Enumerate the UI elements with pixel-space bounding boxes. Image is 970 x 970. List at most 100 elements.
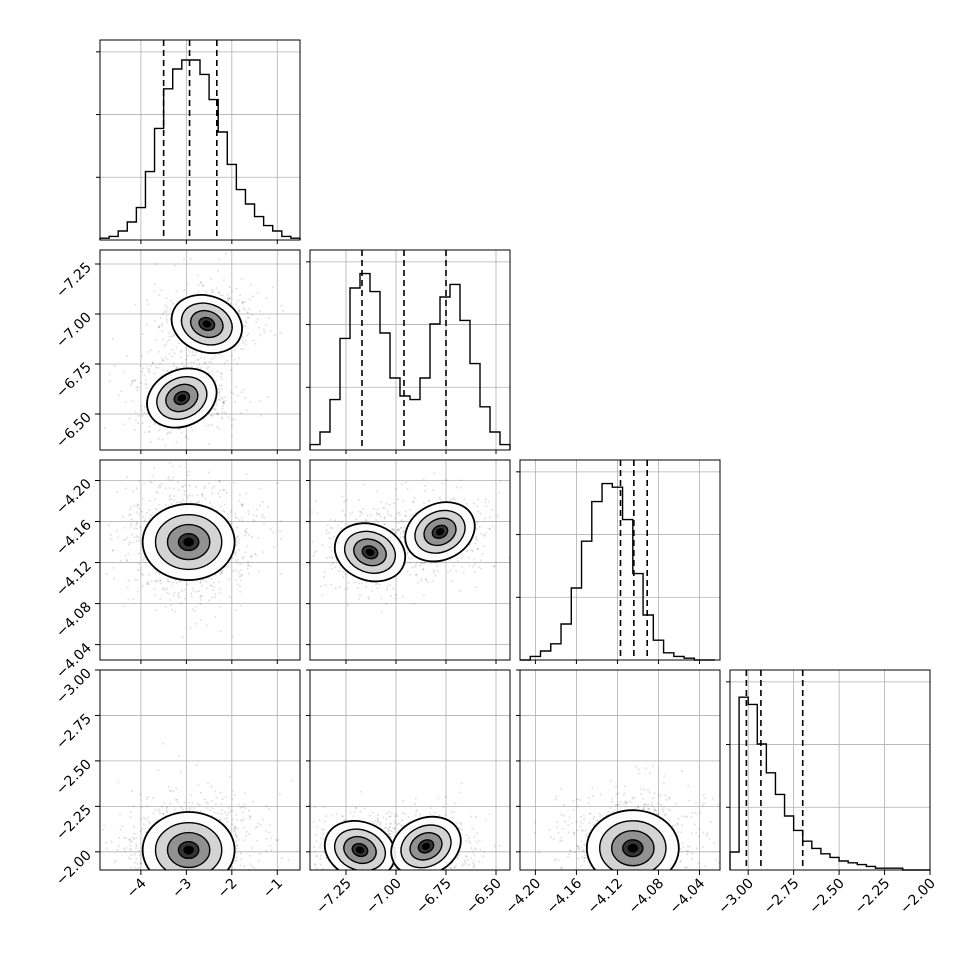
- scatter-point: [136, 505, 139, 508]
- scatter-point: [572, 809, 575, 811]
- scatter-point: [389, 835, 392, 838]
- scatter-point: [664, 881, 666, 883]
- scatter-point: [173, 264, 176, 267]
- contour-level: [202, 320, 212, 328]
- scatter-point: [220, 373, 223, 376]
- scatter-point: [111, 337, 114, 340]
- scatter-point: [360, 790, 362, 793]
- scatter-point: [442, 806, 445, 809]
- scatter-point: [167, 476, 170, 478]
- scatter-point: [432, 569, 435, 572]
- scatter-point: [344, 819, 347, 822]
- scatter-point: [211, 414, 214, 417]
- scatter-point: [265, 837, 268, 840]
- scatter-point: [227, 812, 230, 815]
- scatter-point: [201, 888, 203, 890]
- scatter-point: [272, 872, 274, 874]
- scatter-point: [150, 481, 153, 484]
- scatter-point: [249, 863, 252, 866]
- scatter-point: [214, 803, 217, 806]
- scatter-point: [384, 823, 387, 826]
- scatter-point: [370, 872, 372, 874]
- panel-frame: [309, 459, 511, 661]
- scatter-point: [134, 410, 137, 413]
- scatter-point: [444, 796, 447, 798]
- scatter-point: [255, 825, 258, 828]
- scatter-point: [328, 531, 331, 534]
- scatter-point: [184, 358, 187, 361]
- scatter-point: [165, 884, 167, 886]
- scatter-point: [658, 813, 660, 816]
- scatter-point: [475, 840, 478, 843]
- scatter-point: [237, 535, 240, 538]
- scatter-point: [139, 793, 142, 796]
- scatter-point: [374, 877, 376, 879]
- scatter-point: [166, 433, 168, 436]
- scatter-point: [322, 833, 325, 836]
- scatter-point: [188, 808, 191, 811]
- scatter-point: [262, 818, 265, 821]
- scatter-point: [632, 889, 634, 891]
- panel-hist-3: [729, 669, 931, 871]
- scatter-point: [338, 570, 341, 573]
- scatter-point: [248, 298, 251, 301]
- scatter-point: [388, 870, 390, 872]
- scatter-point: [686, 816, 688, 818]
- scatter-point: [239, 864, 242, 867]
- scatter-point: [214, 596, 216, 599]
- scatter-point: [260, 414, 263, 417]
- scatter-point: [210, 358, 213, 360]
- scatter-point: [146, 897, 148, 899]
- scatter-point: [478, 860, 480, 863]
- scatter-point: [386, 829, 389, 832]
- scatter-point: [197, 783, 200, 786]
- scatter-point: [244, 530, 247, 533]
- scatter-point: [202, 579, 205, 582]
- scatter-point: [141, 355, 143, 358]
- scatter-point: [353, 581, 356, 584]
- scatter-point: [476, 547, 479, 550]
- scatter-point: [129, 815, 132, 818]
- scatter-point: [151, 474, 154, 477]
- scatter-point: [153, 319, 156, 322]
- scatter-point: [238, 585, 241, 588]
- scatter-point: [250, 535, 253, 538]
- scatter-point: [238, 309, 241, 312]
- scatter-point: [310, 511, 313, 513]
- scatter-point: [407, 557, 410, 560]
- scatter-point: [110, 840, 113, 843]
- scatter-point: [375, 519, 378, 521]
- scatter-point: [165, 807, 168, 810]
- scatter-point: [381, 882, 383, 884]
- scatter-point: [199, 581, 202, 584]
- scatter-point: [390, 873, 392, 875]
- scatter-point: [154, 423, 157, 426]
- scatter-point: [356, 580, 359, 583]
- scatter-point: [173, 362, 175, 365]
- scatter-point: [230, 290, 233, 293]
- scatter-point: [209, 889, 211, 891]
- scatter-point: [652, 764, 654, 767]
- scatter-point: [451, 810, 453, 813]
- scatter-point: [370, 590, 373, 592]
- scatter-point: [349, 811, 352, 814]
- scatter-point: [238, 576, 241, 578]
- scatter-point: [316, 825, 319, 828]
- scatter-point: [236, 878, 238, 880]
- scatter-point: [315, 855, 318, 858]
- scatter-point: [155, 878, 157, 880]
- scatter-point: [201, 874, 203, 876]
- scatter-point: [180, 580, 183, 583]
- scatter-point: [329, 518, 332, 521]
- scatter-point: [116, 490, 118, 493]
- scatter-point: [456, 857, 459, 860]
- scatter-point: [164, 881, 166, 883]
- scatter-point: [667, 875, 669, 877]
- panel-contour-3-1: [309, 669, 511, 884]
- scatter-point: [226, 517, 229, 520]
- scatter-point: [473, 558, 476, 561]
- scatter-point: [192, 590, 195, 593]
- scatter-point: [241, 811, 244, 814]
- scatter-point: [153, 588, 156, 591]
- scatter-point: [200, 595, 203, 598]
